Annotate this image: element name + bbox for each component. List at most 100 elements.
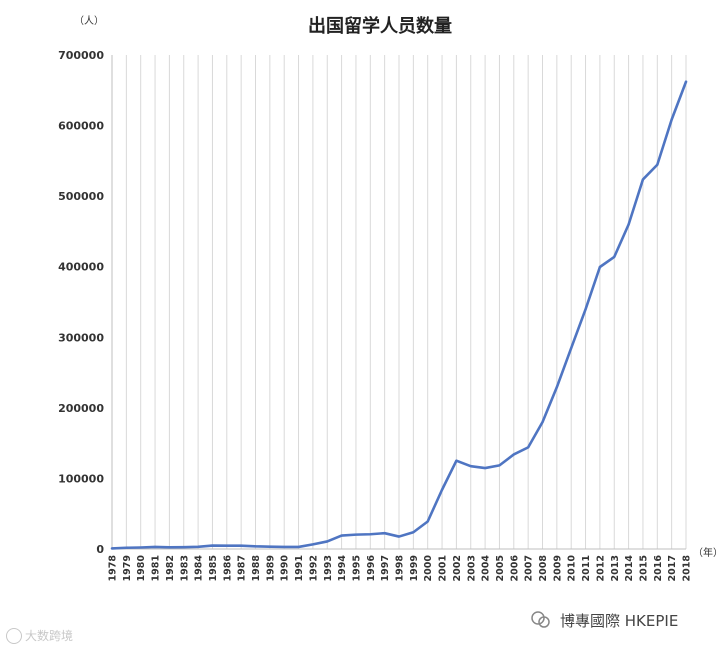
x-tick-label: 1992	[308, 555, 319, 581]
data-point	[297, 546, 300, 548]
data-point	[498, 464, 501, 466]
x-tick-label: 1985	[208, 555, 219, 581]
data-point	[341, 534, 343, 537]
data-point	[427, 520, 429, 523]
data-point	[628, 223, 630, 226]
x-tick-label: 1994	[337, 555, 348, 582]
y-axis-unit-label: （人）	[74, 15, 104, 27]
data-point	[369, 533, 371, 535]
data-point	[283, 546, 285, 548]
x-tick-label: 2000	[423, 555, 434, 582]
axes	[111, 55, 686, 550]
y-tick-label: 0	[96, 543, 104, 556]
chart-title: 出国留学人员数量	[308, 15, 452, 37]
x-tick-label: 1995	[351, 555, 362, 581]
x-tick-label: 1997	[380, 555, 391, 581]
data-point	[211, 544, 214, 547]
x-tick-label: 1999	[409, 555, 420, 581]
watermark-right-text: 博專國際 HKEPIE	[560, 611, 679, 630]
x-tick-label: 2010	[567, 555, 578, 582]
series-layer	[110, 80, 688, 550]
data-point	[240, 545, 242, 547]
y-tick-label: 500000	[58, 190, 104, 203]
y-tick-label: 200000	[58, 402, 104, 415]
data-point	[412, 531, 414, 533]
data-point	[441, 489, 443, 491]
x-tick-label: 1979	[122, 555, 133, 581]
data-point	[599, 266, 601, 268]
x-tick-label: 2013	[610, 555, 621, 581]
x-tick-label: 1993	[323, 555, 334, 581]
data-point	[613, 256, 615, 258]
data-point	[269, 546, 271, 548]
data-point	[125, 547, 127, 549]
data-point	[685, 81, 687, 83]
data-point	[111, 547, 113, 549]
x-tick-label: 2018	[682, 555, 693, 582]
data-point	[183, 546, 185, 548]
x-tick-label: 2012	[595, 555, 606, 581]
data-point	[584, 308, 587, 310]
wechat-icon	[531, 611, 550, 628]
data-point	[513, 453, 515, 456]
data-point	[168, 546, 170, 548]
x-tick-label: 2014	[624, 555, 635, 582]
x-tick-label: 2007	[524, 555, 535, 581]
data-point	[197, 546, 199, 548]
x-tick-label: 2001	[438, 555, 449, 581]
x-axis-ticks: 1978 1979 1980 1981 1982 1983 1984 1985 1986 1987…	[108, 555, 693, 582]
data-point	[570, 347, 572, 349]
data-point	[398, 535, 400, 538]
data-point	[556, 386, 558, 388]
x-tick-label: 2006	[509, 555, 520, 582]
x-tick-label: 1987	[237, 555, 248, 581]
x-tick-label: 2017	[667, 555, 678, 581]
data-point	[642, 178, 644, 181]
data-point	[484, 467, 486, 469]
x-tick-label: 2005	[495, 555, 506, 581]
data-point	[541, 421, 544, 423]
y-tick-label: 700000	[58, 49, 104, 62]
y-tick-label: 600000	[58, 120, 104, 133]
x-tick-label: 1991	[294, 555, 305, 581]
data-point	[355, 534, 357, 536]
x-tick-label: 1981	[151, 555, 162, 581]
data-point	[140, 546, 142, 549]
watermark-logo-icon	[6, 627, 22, 644]
x-tick-label: 1983	[179, 555, 190, 581]
data-point	[527, 446, 529, 448]
y-tick-label: 100000	[58, 472, 104, 485]
x-tick-label: 1980	[136, 555, 147, 582]
x-tick-label: 2008	[538, 555, 549, 582]
data-point	[254, 545, 257, 547]
x-tick-label: 1988	[251, 555, 262, 582]
y-tick-label: 400000	[58, 261, 104, 274]
x-tick-label: 1989	[265, 555, 276, 581]
data-point	[226, 545, 228, 547]
data-point	[384, 532, 386, 534]
x-tick-label: 1986	[222, 555, 233, 582]
y-axis-ticks: 0 100000 200000 300000 400000 500000 600000 700…	[58, 49, 104, 556]
data-point	[326, 540, 328, 543]
x-tick-label: 1990	[280, 555, 291, 582]
x-tick-label: 2003	[466, 555, 477, 581]
x-tick-label: 1996	[366, 555, 377, 582]
x-tick-label: 2004	[481, 555, 492, 582]
x-tick-label: 1982	[165, 555, 176, 581]
data-point	[312, 543, 314, 545]
x-tick-label: 1998	[395, 555, 406, 582]
data-point	[470, 465, 472, 467]
gridlines	[111, 55, 687, 549]
y-tick-label: 300000	[58, 331, 104, 344]
x-tick-label: 2009	[552, 555, 563, 581]
data-point	[656, 164, 658, 166]
x-tick-label: 2011	[581, 555, 592, 581]
x-tick-label: 2002	[452, 555, 463, 581]
x-tick-label: 2016	[653, 555, 664, 582]
x-tick-label: 1978	[108, 555, 119, 582]
watermark-right: 博專國際 HKEPIE	[530, 609, 678, 631]
x-tick-label: 1984	[194, 555, 205, 582]
x-tick-label: 2015	[638, 555, 649, 581]
x-axis-unit-label: （年）	[693, 546, 719, 559]
